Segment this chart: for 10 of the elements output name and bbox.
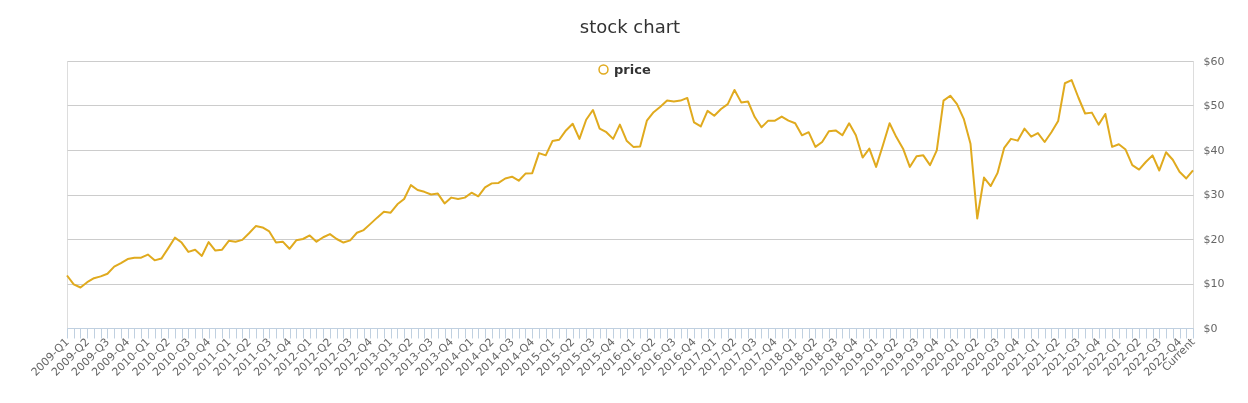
y-tick-label: $10 [1203,277,1225,290]
chart-title: stock chart [579,16,681,37]
line-series [66,79,1194,289]
y-tick-label: $60 [1203,54,1225,68]
y-tick-label: $40 [1203,143,1225,157]
legend-label: price [614,61,651,77]
y-tick-label: $50 [1203,99,1225,112]
y-tick-label: $0 [1203,321,1218,335]
y-tick-label: $20 [1203,232,1225,246]
y-tick-label: $30 [1203,188,1225,201]
